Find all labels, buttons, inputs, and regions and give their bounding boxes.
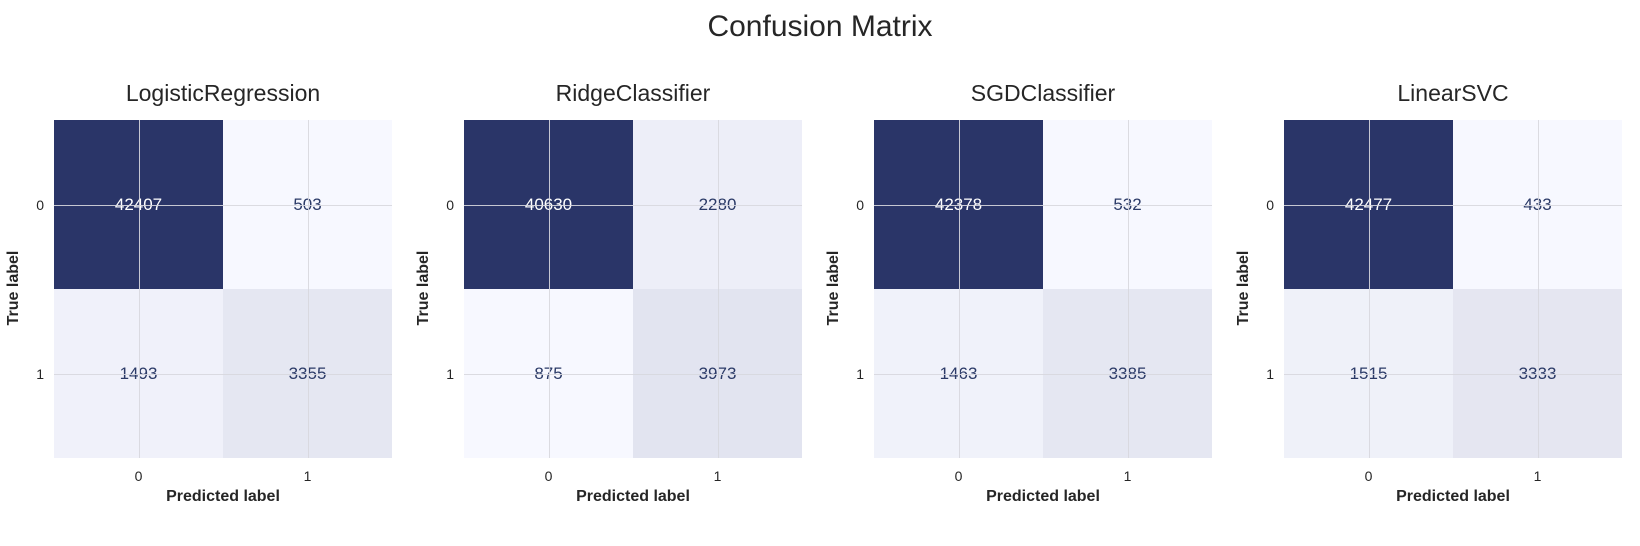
x-tick-label: 1 — [1533, 468, 1542, 484]
y-tick-label: 1 — [446, 365, 454, 382]
heatmap-cell: 3355 — [223, 289, 392, 458]
y-tick-label: 0 — [446, 196, 454, 213]
confusion-matrix-panel: LinearSVC 42477 433 1515 3333 0 1 0 1 Predicted l… — [1230, 0, 1630, 546]
heatmap-cell: 503 — [223, 120, 392, 289]
x-axis-label: Predicted label — [166, 488, 280, 505]
heatmap-cell: 42477 — [1284, 120, 1453, 289]
heatmap-grid: 42407 503 1493 3355 — [54, 120, 392, 458]
y-axis-label: True label — [1235, 250, 1252, 326]
heatmap-cell: 532 — [1043, 120, 1212, 289]
y-tick-label: 1 — [36, 365, 44, 382]
heatmap-cell: 40630 — [464, 120, 633, 289]
heatmap-cell: 1493 — [54, 289, 223, 458]
heatmap-cell: 42407 — [54, 120, 223, 289]
y-tick-label: 1 — [1266, 365, 1274, 382]
panel-title: LinearSVC — [1397, 80, 1509, 106]
heatmap-cell: 433 — [1453, 120, 1622, 289]
x-axis-label: Predicted label — [986, 488, 1100, 505]
heatmap-grid: 42378 532 1463 3385 — [874, 120, 1212, 458]
x-tick-label: 1 — [1123, 468, 1132, 484]
heatmap-cell: 2280 — [633, 120, 802, 289]
y-tick-label: 1 — [856, 365, 864, 382]
x-axis-label: Predicted label — [576, 488, 690, 505]
panel-title: LogisticRegression — [125, 80, 321, 106]
figure-title: Confusion Matrix — [707, 10, 933, 43]
x-tick-label: 0 — [954, 468, 963, 484]
x-tick-label: 0 — [544, 468, 553, 484]
panel-title: RidgeClassifier — [555, 80, 711, 106]
y-axis-label: True label — [415, 250, 432, 326]
y-axis-label: True label — [5, 250, 22, 326]
y-axis-label: True label — [825, 250, 842, 326]
y-tick-label: 0 — [856, 196, 864, 213]
y-tick-label: 0 — [36, 196, 44, 213]
y-tick-label: 0 — [1266, 196, 1274, 213]
x-axis-label: Predicted label — [1396, 488, 1510, 505]
heatmap-cell: 3973 — [633, 289, 802, 458]
x-tick-label: 1 — [303, 468, 312, 484]
heatmap-cell: 1515 — [1284, 289, 1453, 458]
confusion-matrix-panel: SGDClassifier 42378 532 1463 3385 0 1 0 1 Predict… — [820, 0, 1220, 546]
heatmap-cell: 42378 — [874, 120, 1043, 289]
x-tick-label: 0 — [134, 468, 143, 484]
heatmap-cell: 3333 — [1453, 289, 1622, 458]
x-tick-label: 0 — [1364, 468, 1373, 484]
heatmap-grid: 42477 433 1515 3333 — [1284, 120, 1622, 458]
x-tick-label: 1 — [713, 468, 722, 484]
heatmap-grid: 40630 2280 875 3973 — [464, 120, 802, 458]
confusion-matrix-panel: RidgeClassifier 40630 2280 875 3973 0 1 0 1 Predi… — [410, 0, 810, 546]
confusion-matrix-panel: LogisticRegression 42407 503 1493 3355 0 1 0 1 Pr… — [0, 0, 400, 546]
panel-title: SGDClassifier — [970, 80, 1116, 106]
heatmap-cell: 1463 — [874, 289, 1043, 458]
heatmap-cell: 3385 — [1043, 289, 1212, 458]
heatmap-cell: 875 — [464, 289, 633, 458]
